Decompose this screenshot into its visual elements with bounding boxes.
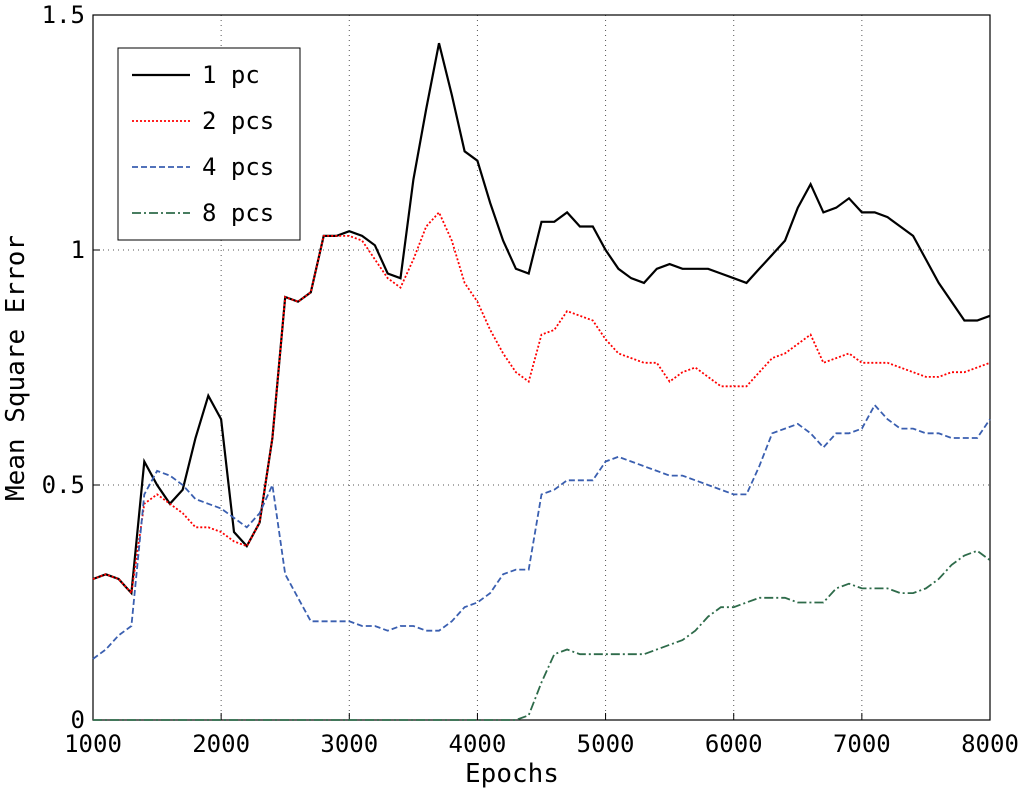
x-tick-label: 8000 — [961, 730, 1019, 758]
legend-label: 1 pc — [202, 61, 260, 89]
series-line — [92, 403, 991, 660]
legend-label: 8 pcs — [202, 199, 274, 227]
x-tick-label: 2000 — [192, 730, 250, 758]
x-tick-label: 7000 — [833, 730, 891, 758]
series-line — [93, 549, 991, 721]
legend-box — [117, 47, 301, 241]
legend-label: 4 pcs — [202, 153, 274, 181]
series-line — [92, 42, 991, 596]
y-tick-label: 1 — [71, 236, 85, 264]
x-axis-label: Epochs — [465, 759, 559, 789]
x-tick-label: 1000 — [64, 730, 122, 758]
y-tick-label: 1.5 — [42, 1, 85, 29]
x-tick-label: 5000 — [577, 730, 635, 758]
x-tick-label: 6000 — [705, 730, 763, 758]
y-tick-label: 0.5 — [42, 471, 85, 499]
y-tick-label: 0 — [71, 706, 85, 734]
plot-frame — [92, 14, 991, 721]
y-axis-label: Mean Square Error — [1, 235, 31, 501]
x-tick-label: 4000 — [449, 730, 507, 758]
x-tick-label: 3000 — [320, 730, 378, 758]
series-line — [92, 210, 991, 596]
legend-label: 2 pcs — [202, 107, 274, 135]
